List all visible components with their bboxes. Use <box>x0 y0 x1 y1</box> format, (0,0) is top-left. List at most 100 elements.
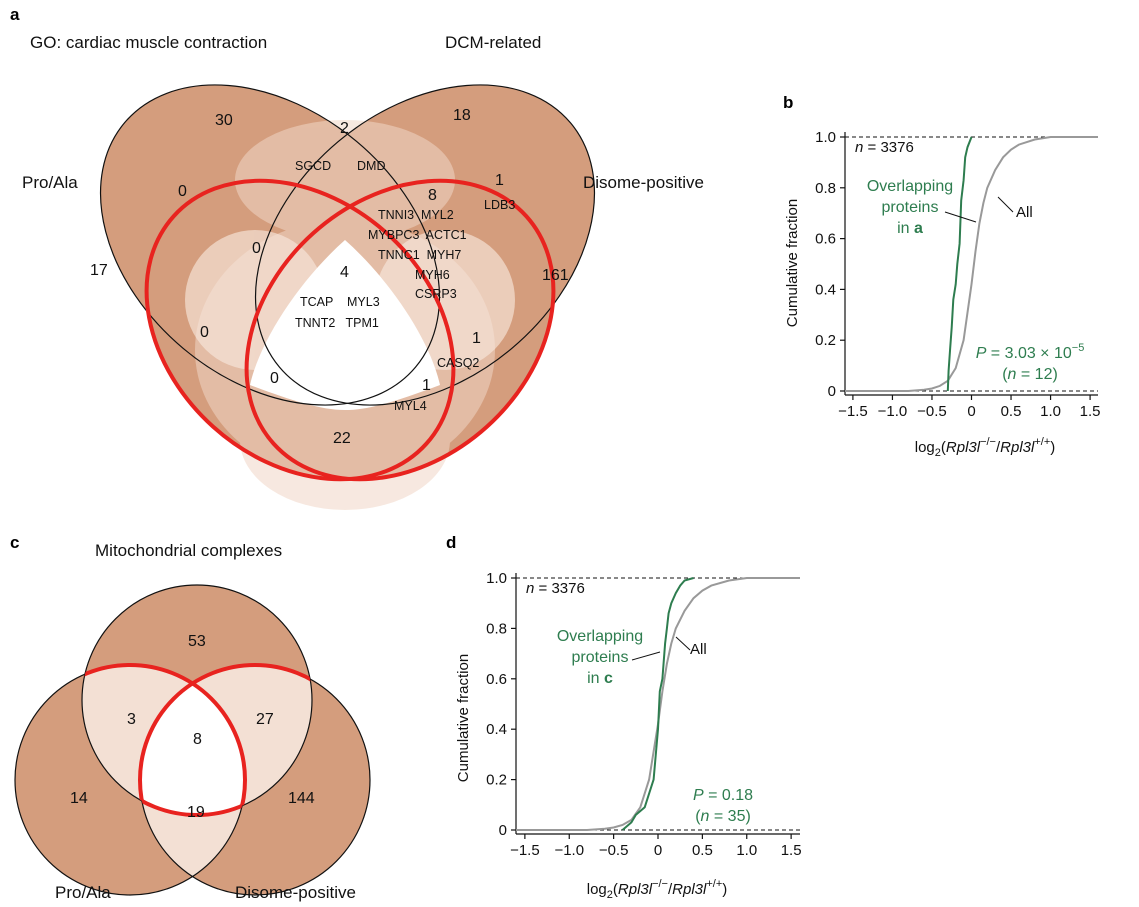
venn-a-highlight-disome <box>244 178 556 482</box>
chart-b-xtick-label: −0.5 <box>917 403 947 420</box>
venn-a-gene: TNNC1 MYH7 <box>378 248 461 262</box>
venn-c-count-mito-proala: 3 <box>127 711 136 728</box>
venn-a-label-disome: Disome-positive <box>583 173 704 192</box>
chart-d: Cumulative fraction log2(Rpl3l−/−/Rpl3l+… <box>455 570 802 901</box>
venn-a-count-proala-disome: 22 <box>333 430 351 447</box>
chart-d-series-all <box>516 577 800 831</box>
chart-d-xlabel: log2(Rpl3l−/−/Rpl3l+/+) <box>587 878 728 901</box>
venn-a-count-dcm-only: 18 <box>453 107 471 124</box>
venn-a-count-go-dcm: 2 <box>340 120 349 137</box>
venn-a-label-proala: Pro/Ala <box>22 173 78 192</box>
venn-a-count-go-disome: 1 <box>472 330 481 347</box>
venn-a-gene: TNNT2 TPM1 <box>295 316 379 330</box>
chart-b-xtick-label: 1.0 <box>1040 403 1061 420</box>
venn-c-highlight-disome <box>138 663 312 815</box>
chart-d-ytick-label: 0.2 <box>486 772 507 789</box>
chart-d-xtick-label: 1.0 <box>736 842 757 859</box>
panel-label-c: c <box>10 533 19 552</box>
venn-a-count-dcm-proala: 0 <box>270 370 279 387</box>
venn-c-count-proala-disome: 19 <box>187 804 205 821</box>
chart-d-all-leader <box>675 636 691 651</box>
chart-d-ylabel: Cumulative fraction <box>455 654 472 782</box>
chart-d-xtick-label: 1.5 <box>781 842 802 859</box>
venn-a-count-disome-only: 161 <box>542 267 569 284</box>
venn-a-count-all-four: 4 <box>340 264 349 281</box>
chart-b-all-leader <box>997 196 1014 213</box>
venn-a-gene: MYH6 <box>415 268 450 282</box>
panel-label-b: b <box>783 93 793 112</box>
chart-b-xtick-label: 1.5 <box>1080 403 1101 420</box>
chart-b-series-overlap <box>946 136 973 392</box>
venn-c-count-proala-only: 14 <box>70 790 88 807</box>
venn-a-highlight-proala <box>144 178 456 482</box>
chart-b-ytick-label: 0.2 <box>815 332 836 349</box>
venn-a-count-go-dcm-disome: 8 <box>428 187 437 204</box>
venn-c-label-disome: Disome-positive <box>235 883 356 902</box>
venn-a-count-proala-only: 17 <box>90 262 108 279</box>
venn-c-count-disome-only: 144 <box>288 790 315 807</box>
venn-a-gene: LDB3 <box>484 198 515 212</box>
venn-c-highlight-proala <box>82 663 247 815</box>
chart-b-ytick-label: 1.0 <box>815 129 836 146</box>
venn-c-label-proala: Pro/Ala <box>55 883 111 902</box>
chart-b-xlabel: log2(Rpl3l−/−/Rpl3l+/+) <box>915 436 1056 459</box>
chart-b-overlap-leader <box>944 211 977 223</box>
chart-b-xtick-label: −1.0 <box>878 403 908 420</box>
chart-d-overlap-label: Overlapping <box>557 628 643 645</box>
venn-a-count-go-proala: 0 <box>178 183 187 200</box>
venn-a-count-dcm-disome: 1 <box>495 172 504 189</box>
venn-c-highlight-mito <box>140 665 245 817</box>
panel-label-d: d <box>446 533 456 552</box>
panel-label-a: a <box>10 5 20 24</box>
chart-b-series-all <box>845 136 1098 392</box>
venn-a-gene: TCAP MYL3 <box>300 295 380 309</box>
venn-a-center <box>250 240 440 410</box>
venn-a-gene: MYL4 <box>394 399 427 413</box>
venn-a-gene: TNNI3 MYL2 <box>378 208 454 222</box>
venn-a-count-go-dcm-proala: 0 <box>252 240 261 257</box>
chart-b-overlap-label: Overlapping <box>867 178 953 195</box>
chart-b-xtick-label: −1.5 <box>838 403 868 420</box>
chart-d-ytick-label: 0.8 <box>486 620 507 637</box>
venn-a-count-go-proala-disome: 0 <box>200 324 209 341</box>
venn-c-count-mito-only: 53 <box>188 633 206 650</box>
chart-d-n-label: n = 3376 <box>526 580 585 597</box>
chart-d-overlap-label: in c <box>587 670 613 687</box>
chart-d-ytick-label: 1.0 <box>486 570 507 587</box>
venn-a-gene: CSRP3 <box>415 287 457 301</box>
chart-b-ytick-label: 0.4 <box>815 281 836 298</box>
chart-b-n-label: n = 3376 <box>855 139 914 156</box>
chart-d-overlap-label: proteins <box>572 649 629 666</box>
chart-b-ytick-label: 0 <box>828 383 836 400</box>
venn-a-gene: CASQ2 <box>437 356 479 370</box>
chart-b-n-overlap: (n = 12) <box>1002 366 1058 383</box>
chart-b-overlap-label: proteins <box>882 199 939 216</box>
chart-d-xtick-label: −1.0 <box>554 842 584 859</box>
chart-d-xtick-label: −1.5 <box>510 842 540 859</box>
chart-b-p-value: P = 3.03 × 10−5 <box>976 342 1085 362</box>
venn-a-gene: MYBPC3 ACTC1 <box>368 228 467 242</box>
chart-d-xtick-label: −0.5 <box>599 842 629 859</box>
venn-a-gene: DMD <box>357 159 385 173</box>
chart-b-ylabel: Cumulative fraction <box>784 199 801 327</box>
chart-d-ytick-label: 0 <box>499 822 507 839</box>
chart-d-all-label: All <box>690 641 707 658</box>
venn-c-count-mito-disome: 27 <box>256 711 274 728</box>
chart-b-ytick-label: 0.6 <box>815 231 836 248</box>
chart-d-overlap-leader <box>631 651 661 661</box>
chart-d-n-overlap: (n = 35) <box>695 808 751 825</box>
venn-a-label-go: GO: cardiac muscle contraction <box>30 33 267 52</box>
chart-b-all-label: All <box>1016 204 1033 221</box>
chart-b: Cumulative fraction log2(Rpl3l−/−/Rpl3l+… <box>784 129 1101 459</box>
chart-d-p-value: P = 0.18 <box>693 787 753 804</box>
chart-d-xtick-label: 0.5 <box>692 842 713 859</box>
chart-d-ytick-label: 0.4 <box>486 721 507 738</box>
chart-d-xtick-label: 0 <box>654 842 662 859</box>
venn-c-label-mito: Mitochondrial complexes <box>95 541 282 560</box>
venn-a-gene: SGCD <box>295 159 331 173</box>
venn-a-count-go-only: 30 <box>215 112 233 129</box>
chart-b-xtick-label: 0.5 <box>1001 403 1022 420</box>
venn-a-count-dcm-proala-disome: 1 <box>422 377 431 394</box>
chart-b-ytick-label: 0.8 <box>815 180 836 197</box>
